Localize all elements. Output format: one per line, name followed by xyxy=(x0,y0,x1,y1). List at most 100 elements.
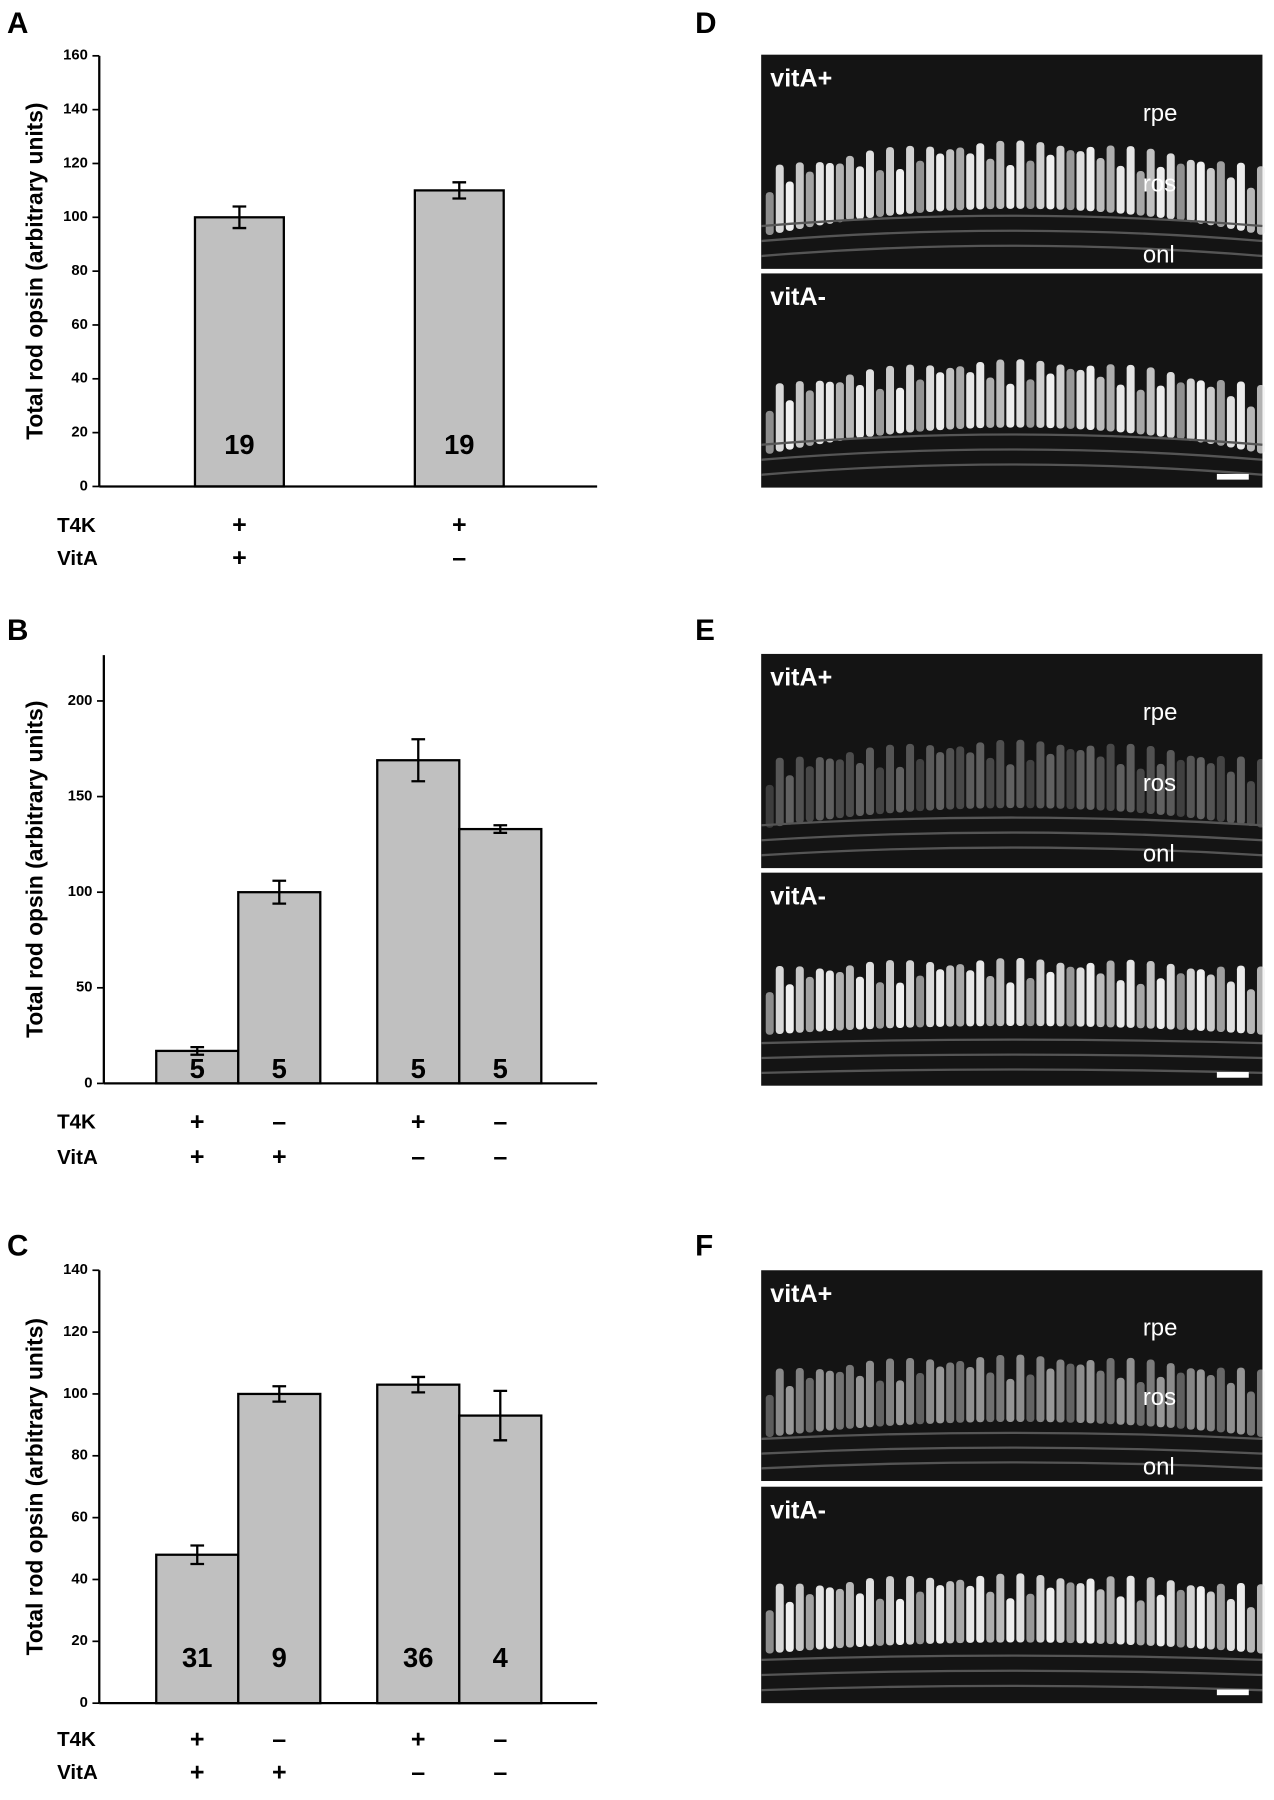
rod-outer-segment xyxy=(896,387,905,434)
y-tick-label: 100 xyxy=(63,1386,88,1402)
rod-outer-segment xyxy=(1036,741,1045,809)
rod-outer-segment xyxy=(865,369,874,437)
condition-sign: – xyxy=(411,1143,425,1171)
rod-outer-segment xyxy=(1036,1574,1045,1643)
rod-outer-segment xyxy=(1156,978,1165,1030)
rod-outer-segment xyxy=(845,155,854,221)
rod-outer-segment xyxy=(1036,360,1045,428)
condition-label: vitA- xyxy=(770,882,826,910)
rod-outer-segment xyxy=(795,162,804,229)
rod-outer-segment xyxy=(1216,161,1225,228)
rod-outer-segment xyxy=(1156,385,1165,437)
rod-outer-segment xyxy=(1126,1575,1135,1645)
rod-outer-segment xyxy=(1086,962,1095,1027)
rod-outer-segment xyxy=(1186,1368,1195,1430)
rod-outer-segment xyxy=(1176,1589,1185,1648)
rod-outer-segment xyxy=(1226,981,1235,1033)
rod-outer-segment xyxy=(1046,753,1055,809)
rod-outer-segment xyxy=(795,966,804,1033)
rod-outer-segment xyxy=(1246,1391,1255,1436)
y-tick-label: 140 xyxy=(63,1262,88,1278)
condition-name: VitA xyxy=(57,1146,98,1169)
condition-label: vitA+ xyxy=(770,64,832,92)
rod-outer-segment xyxy=(1066,368,1075,429)
y-tick-label: 20 xyxy=(71,1633,87,1649)
rod-outer-segment xyxy=(775,1583,784,1653)
y-axis-label: Total rod opsin (arbitrary units) xyxy=(22,102,48,439)
rod-outer-segment xyxy=(946,747,955,810)
rod-outer-segment xyxy=(896,1598,905,1645)
rod-outer-segment xyxy=(1146,745,1155,815)
rod-outer-segment xyxy=(966,153,975,210)
rod-outer-segment xyxy=(775,966,784,1035)
rod-outer-segment xyxy=(845,374,854,440)
rod-outer-segment xyxy=(1016,739,1025,809)
nuclear-layer xyxy=(761,831,1263,842)
rod-outer-segment xyxy=(996,740,1005,809)
rod-outer-segment xyxy=(906,1358,915,1425)
rod-outer-segment xyxy=(1116,1377,1125,1425)
scale-bar xyxy=(1216,1072,1249,1078)
rod-outer-segment xyxy=(855,1375,864,1429)
condition-sign: – xyxy=(411,1758,425,1786)
y-tick-label: 80 xyxy=(71,263,87,279)
rod-outer-segment xyxy=(956,1579,965,1644)
rod-outer-segment xyxy=(946,1581,955,1644)
rod-outer-segment xyxy=(986,158,995,210)
rod-outer-segment xyxy=(1076,749,1085,810)
rod-outer-segment xyxy=(1026,1593,1035,1643)
rod-outer-segment xyxy=(926,962,935,1028)
error-bar xyxy=(272,879,287,905)
condition-name: VitA xyxy=(57,1761,98,1784)
rod-outer-segment xyxy=(916,160,925,213)
rod-outer-segment xyxy=(1016,1354,1025,1423)
rod-outer-segment xyxy=(1236,162,1245,231)
rod-outer-segment xyxy=(1066,150,1075,211)
bar xyxy=(155,1553,240,1705)
rod-outer-segment xyxy=(1136,171,1145,216)
rod-outer-segment xyxy=(886,1576,895,1646)
rod-outer-segment xyxy=(996,1573,1005,1643)
condition-sign: – xyxy=(493,1758,507,1786)
n-label: 19 xyxy=(224,429,254,460)
rod-outer-segment xyxy=(765,1394,774,1437)
n-label: 9 xyxy=(272,1642,287,1673)
rod-outer-segment xyxy=(775,383,784,452)
layer-label: onl xyxy=(1143,1454,1175,1481)
n-label: 19 xyxy=(444,429,474,460)
panel-letter: A xyxy=(7,7,28,40)
rod-outer-segment xyxy=(1206,386,1215,445)
n-label: 5 xyxy=(411,1053,426,1084)
rod-outer-segment xyxy=(775,164,784,233)
condition-sign: + xyxy=(190,1143,205,1171)
rod-outer-segment xyxy=(886,365,895,435)
rod-outer-segment xyxy=(1036,142,1045,210)
rod-outer-segment xyxy=(1056,744,1065,809)
rod-outer-segment xyxy=(1156,763,1165,815)
rod-outer-segment xyxy=(1126,743,1135,813)
rod-outer-segment xyxy=(835,163,844,223)
rod-outer-segment xyxy=(1086,365,1095,431)
rod-outer-segment xyxy=(936,969,945,1027)
rod-outer-segment xyxy=(1026,977,1035,1027)
condition-sign: + xyxy=(411,1725,426,1753)
bar xyxy=(237,891,322,1085)
rod-outer-segment xyxy=(1146,960,1155,1029)
rod-outer-segment xyxy=(1046,154,1055,210)
rod-outer-segment xyxy=(946,367,955,430)
rod-outer-segment xyxy=(1186,378,1195,441)
rod-outer-segment xyxy=(1106,960,1115,1028)
condition-sign: + xyxy=(272,1758,287,1786)
condition-name: T4K xyxy=(57,1728,96,1751)
rod-outer-segment xyxy=(976,1357,985,1423)
rod-outer-segment xyxy=(966,372,975,429)
rod-outer-segment xyxy=(835,1588,844,1649)
rod-outer-segment xyxy=(1236,756,1245,825)
panel-letter: F xyxy=(695,1229,713,1262)
rod-outer-segment xyxy=(1146,1359,1155,1427)
rod-outer-segment xyxy=(775,1368,784,1436)
bar xyxy=(193,216,285,488)
rod-outer-segment xyxy=(1136,389,1145,435)
rod-outer-segment xyxy=(1046,1368,1055,1423)
